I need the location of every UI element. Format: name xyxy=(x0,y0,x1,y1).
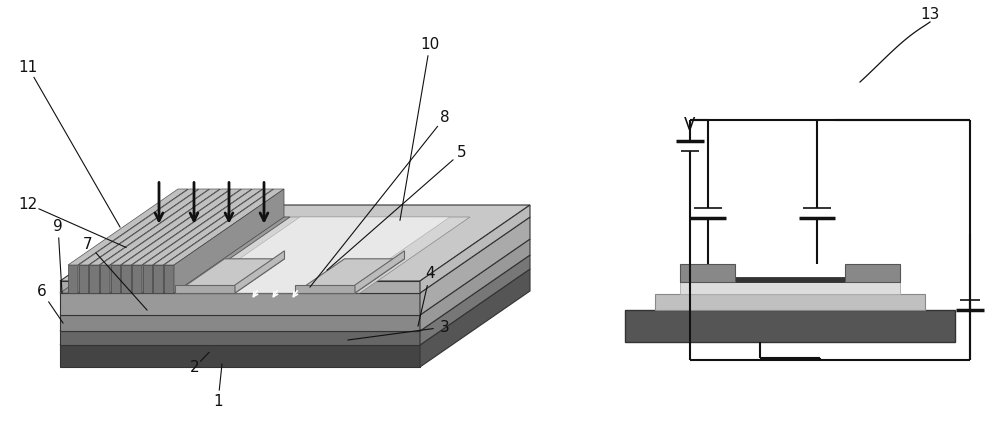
Polygon shape xyxy=(235,251,285,293)
Text: 6: 6 xyxy=(37,284,47,300)
Bar xyxy=(625,310,955,342)
Polygon shape xyxy=(420,255,530,345)
Polygon shape xyxy=(111,265,121,293)
Polygon shape xyxy=(99,189,209,293)
Polygon shape xyxy=(60,217,290,293)
Polygon shape xyxy=(420,269,530,367)
Polygon shape xyxy=(89,189,209,265)
Polygon shape xyxy=(153,265,163,293)
Text: 10: 10 xyxy=(420,36,440,51)
Text: 11: 11 xyxy=(18,60,38,75)
Polygon shape xyxy=(163,189,273,293)
Bar xyxy=(680,282,900,294)
Polygon shape xyxy=(68,265,78,293)
Polygon shape xyxy=(175,285,235,293)
Polygon shape xyxy=(420,205,530,293)
Text: 7: 7 xyxy=(83,236,93,252)
Polygon shape xyxy=(131,189,241,293)
Polygon shape xyxy=(121,265,131,293)
Polygon shape xyxy=(89,189,199,293)
Polygon shape xyxy=(110,189,220,293)
Polygon shape xyxy=(132,265,142,293)
Text: 1: 1 xyxy=(213,395,223,409)
Polygon shape xyxy=(60,315,420,331)
Polygon shape xyxy=(153,189,263,293)
Polygon shape xyxy=(60,255,530,331)
Polygon shape xyxy=(60,331,420,345)
Bar xyxy=(680,277,900,282)
Polygon shape xyxy=(60,217,530,293)
Polygon shape xyxy=(60,293,420,315)
Bar xyxy=(845,264,900,282)
Polygon shape xyxy=(79,189,199,265)
Polygon shape xyxy=(142,189,252,293)
Polygon shape xyxy=(420,239,530,331)
Polygon shape xyxy=(174,189,284,293)
Polygon shape xyxy=(170,217,470,293)
Polygon shape xyxy=(79,265,89,293)
Polygon shape xyxy=(111,189,231,265)
Polygon shape xyxy=(100,265,110,293)
Polygon shape xyxy=(78,189,188,293)
Text: 13: 13 xyxy=(920,6,940,22)
Text: 8: 8 xyxy=(440,109,450,124)
Polygon shape xyxy=(60,269,530,345)
Polygon shape xyxy=(295,285,355,293)
Polygon shape xyxy=(132,189,252,265)
Bar xyxy=(680,264,735,282)
Polygon shape xyxy=(121,189,231,293)
Polygon shape xyxy=(121,189,241,265)
Polygon shape xyxy=(60,239,530,315)
Text: 3: 3 xyxy=(440,319,450,335)
Polygon shape xyxy=(164,265,174,293)
Polygon shape xyxy=(175,259,285,293)
Polygon shape xyxy=(60,281,420,293)
Text: 2: 2 xyxy=(190,360,200,374)
Polygon shape xyxy=(60,345,420,367)
Polygon shape xyxy=(420,217,530,315)
Polygon shape xyxy=(89,265,99,293)
Polygon shape xyxy=(295,259,405,293)
Polygon shape xyxy=(355,251,405,293)
Text: 9: 9 xyxy=(53,219,63,233)
Polygon shape xyxy=(100,189,220,265)
Text: 4: 4 xyxy=(425,267,435,281)
Text: 5: 5 xyxy=(457,144,467,160)
Polygon shape xyxy=(143,265,153,293)
Text: 12: 12 xyxy=(18,197,38,211)
Text: V: V xyxy=(684,116,696,134)
Polygon shape xyxy=(153,189,273,265)
Polygon shape xyxy=(164,189,284,265)
Polygon shape xyxy=(68,189,188,265)
Polygon shape xyxy=(143,189,263,265)
Polygon shape xyxy=(190,217,450,293)
Polygon shape xyxy=(60,205,530,281)
Bar xyxy=(655,294,925,310)
